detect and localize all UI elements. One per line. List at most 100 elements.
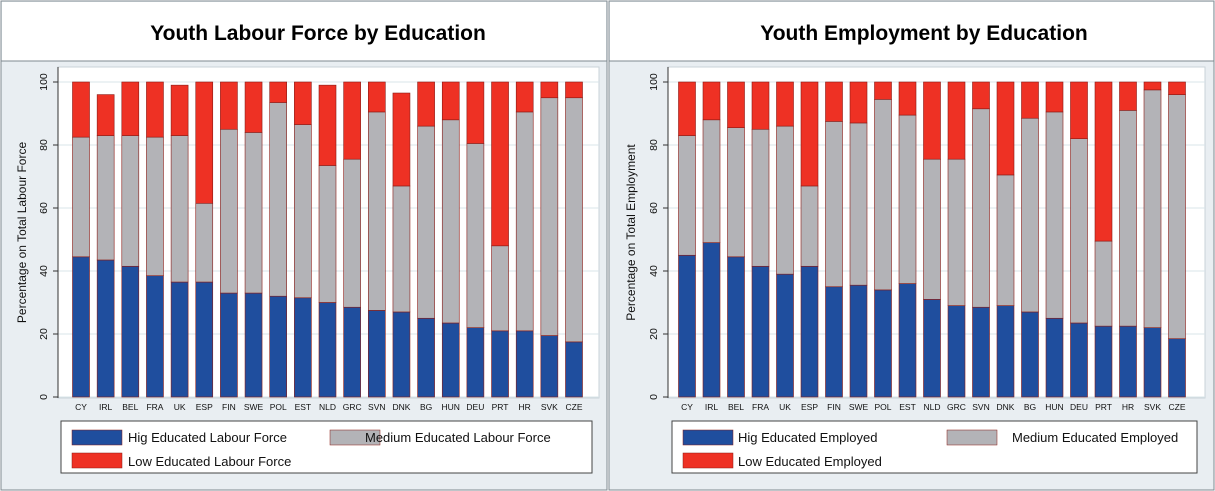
bar-medium-educated xyxy=(1143,89,1162,328)
x-category-label: UK xyxy=(174,402,186,412)
bar-high-educated xyxy=(972,306,990,398)
x-category-label: SVK xyxy=(541,402,558,412)
x-category-label: HUN xyxy=(442,402,460,412)
bar-high-educated xyxy=(996,305,1015,398)
bar-low-educated xyxy=(1070,81,1088,140)
x-category-label: BEL xyxy=(728,402,744,412)
bar-high-educated xyxy=(146,275,164,398)
bar-high-educated xyxy=(849,284,868,398)
y-tick-label: 0 xyxy=(38,394,50,400)
x-category-label: PRT xyxy=(1095,402,1112,412)
x-category-label: DEU xyxy=(1070,402,1088,412)
x-category-label: SVN xyxy=(368,402,385,412)
x-category-label: SWE xyxy=(849,402,869,412)
bar-low-educated xyxy=(318,84,337,166)
bar-high-educated xyxy=(515,330,534,398)
chart-panel-2: Youth Employment by Education 0 20 40 60 80 10… xyxy=(608,0,1215,491)
bar-high-educated xyxy=(1070,322,1088,398)
y-tick-label: 40 xyxy=(38,265,50,277)
bar-high-educated xyxy=(392,311,411,398)
bar-medium-educated xyxy=(417,125,435,319)
bar-low-educated xyxy=(1143,81,1162,91)
bar-high-educated xyxy=(702,242,721,398)
x-category-label: FRA xyxy=(146,402,163,412)
x-category-label: SVN xyxy=(972,402,989,412)
bar-low-educated xyxy=(1094,81,1113,242)
bar-high-educated xyxy=(244,292,263,398)
bar-high-educated xyxy=(923,299,941,398)
bar-low-educated xyxy=(515,81,534,113)
bar-low-educated xyxy=(96,94,115,136)
bar-high-educated xyxy=(947,305,966,398)
bar-high-educated xyxy=(727,256,745,398)
bar-low-educated xyxy=(343,81,361,160)
bar-medium-educated xyxy=(923,158,941,300)
bar-low-educated xyxy=(1119,81,1137,111)
legend-swatch xyxy=(682,429,734,446)
bar-medium-educated xyxy=(540,97,559,336)
bar-low-educated xyxy=(491,81,509,247)
bar-medium-educated xyxy=(1094,240,1113,327)
bar-high-educated xyxy=(96,259,115,398)
x-category-label: DEU xyxy=(466,402,484,412)
y-axis-label: Percentage on Total Employment xyxy=(624,144,638,321)
bar-medium-educated xyxy=(170,135,189,283)
bar-medium-educated xyxy=(367,111,386,311)
bar-low-educated xyxy=(441,81,460,121)
y-axis-label: Percentage on Total Labour Force xyxy=(15,142,29,324)
bar-high-educated xyxy=(1094,325,1113,398)
x-category-label: GRC xyxy=(343,402,362,412)
bar-medium-educated xyxy=(294,124,312,299)
bar-medium-educated xyxy=(1070,138,1088,324)
chart-title: Youth Employment by Education xyxy=(760,22,1087,45)
x-category-label: BEL xyxy=(122,402,138,412)
bar-medium-educated xyxy=(825,121,843,288)
x-category-label: SWE xyxy=(244,402,264,412)
bar-low-educated xyxy=(849,81,868,124)
x-category-label: HUN xyxy=(1045,402,1063,412)
legend-swatch xyxy=(329,429,381,446)
bar-high-educated xyxy=(751,265,770,398)
legend-label: Medium Educated Employed xyxy=(1012,430,1178,445)
x-category-label: DNK xyxy=(392,402,410,412)
bar-high-educated xyxy=(318,302,337,398)
bar-high-educated xyxy=(294,297,312,398)
bar-low-educated xyxy=(678,81,696,136)
x-category-label: CY xyxy=(681,402,693,412)
bar-medium-educated xyxy=(220,128,238,294)
x-category-label: EST xyxy=(295,402,312,412)
bar-medium-educated xyxy=(1021,117,1039,313)
bar-medium-educated xyxy=(269,102,288,297)
bar-low-educated xyxy=(220,81,238,130)
bar-medium-educated xyxy=(849,122,868,286)
bar-medium-educated xyxy=(491,245,509,332)
bar-high-educated xyxy=(678,254,696,398)
bar-medium-educated xyxy=(751,128,770,267)
legend-label: Hig Educated Labour Force xyxy=(128,430,287,445)
bar-high-educated xyxy=(220,292,238,398)
y-tick-label: 100 xyxy=(648,73,660,91)
bar-low-educated xyxy=(898,81,917,116)
bar-medium-educated xyxy=(898,114,917,284)
bar-low-educated xyxy=(702,81,721,121)
bar-medium-educated xyxy=(441,119,460,324)
bar-high-educated xyxy=(121,265,140,398)
bar-low-educated xyxy=(417,81,435,127)
bar-high-educated xyxy=(1045,317,1064,398)
bar-medium-educated xyxy=(121,135,140,267)
bar-medium-educated xyxy=(996,174,1015,306)
x-category-label: FIN xyxy=(222,402,236,412)
bar-medium-educated xyxy=(72,136,90,258)
bar-low-educated xyxy=(996,81,1015,176)
bar-low-educated xyxy=(972,81,990,110)
x-category-label: ESP xyxy=(801,402,818,412)
bar-medium-educated xyxy=(702,119,721,243)
bar-medium-educated xyxy=(1119,110,1137,327)
bar-low-educated xyxy=(195,81,214,204)
bar-low-educated xyxy=(825,81,843,122)
bar-low-educated xyxy=(121,81,140,136)
bar-medium-educated xyxy=(195,202,214,283)
y-tick-label: 60 xyxy=(38,202,50,214)
bar-low-educated xyxy=(72,81,90,138)
x-category-label: POL xyxy=(270,402,287,412)
